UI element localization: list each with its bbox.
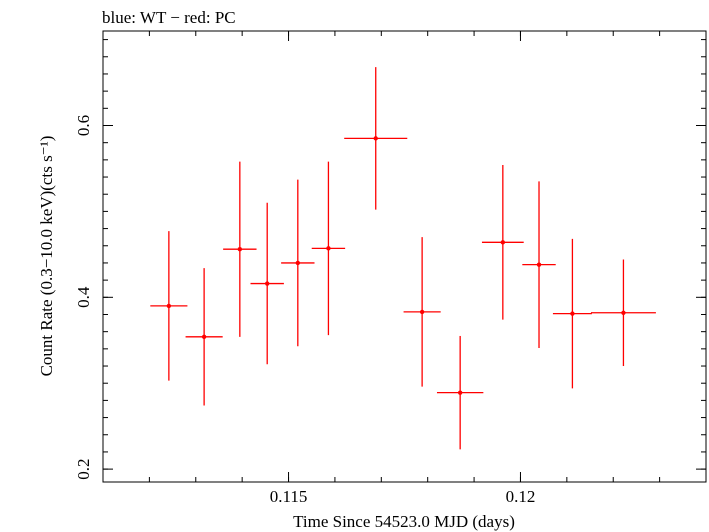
data-point: [311, 161, 346, 336]
point-marker: [373, 136, 378, 141]
y-tick-label: 0.6: [74, 115, 93, 136]
point-marker: [570, 311, 575, 316]
axis-ticks: [102, 31, 707, 482]
y-tick-label: 0.2: [74, 458, 93, 479]
data-point: [552, 238, 592, 389]
data-point: [185, 268, 223, 406]
data-series: [150, 67, 656, 450]
y-axis-label: Count Rate (0.3−10.0 keV)(cts s⁻¹): [37, 136, 56, 377]
point-marker: [419, 309, 425, 315]
point-marker: [201, 334, 207, 340]
data-point: [223, 161, 257, 337]
x-axis-label: Time Since 54523.0 MJD (days): [293, 512, 515, 531]
point-marker: [295, 260, 301, 266]
y-tick-label: 0.4: [74, 286, 93, 308]
data-point: [481, 165, 524, 320]
x-tick-label: 0.115: [270, 487, 308, 506]
point-marker: [265, 281, 270, 286]
plot-frame: [102, 30, 707, 483]
chart-title: blue: WT − red: PC: [102, 8, 236, 27]
point-marker: [326, 246, 331, 251]
point-marker: [237, 246, 243, 252]
tick-labels: 0.115 0.12 0.2 0.4 0.6: [74, 115, 535, 506]
data-point: [590, 259, 656, 367]
point-marker: [166, 303, 172, 309]
data-point: [250, 202, 284, 365]
data-point: [281, 179, 315, 347]
point-marker: [500, 240, 506, 245]
point-marker: [621, 310, 626, 315]
data-point: [436, 335, 484, 450]
point-marker: [457, 390, 463, 395]
data-point: [344, 67, 408, 210]
data-point: [403, 237, 441, 387]
point-marker: [536, 262, 542, 267]
data-point: [522, 181, 556, 348]
data-point: [150, 231, 188, 381]
x-tick-label: 0.12: [506, 487, 536, 506]
